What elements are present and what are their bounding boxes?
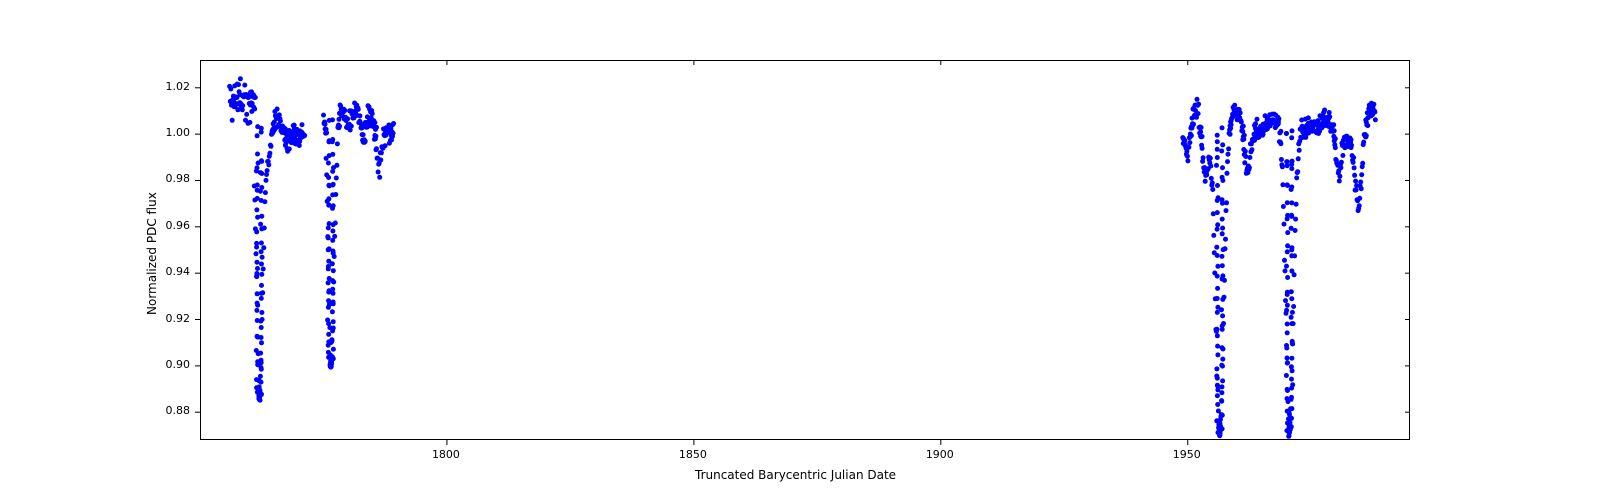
- x-tick-label: 1850: [679, 448, 707, 461]
- plot-svg: [0, 0, 1600, 500]
- y-tick-label: 0.94: [166, 265, 191, 278]
- x-tick-label: 1900: [926, 448, 954, 461]
- y-tick-label: 1.02: [166, 80, 191, 93]
- y-tick-label: 0.98: [166, 172, 191, 185]
- y-tick-label: 0.90: [166, 358, 191, 371]
- x-axis-label: Truncated Barycentric Julian Date: [695, 468, 896, 482]
- x-tick-label: 1950: [1173, 448, 1201, 461]
- light-curve-figure: Truncated Barycentric Julian Date Normal…: [0, 0, 1600, 500]
- y-tick-label: 1.00: [166, 126, 191, 139]
- y-axis-label: Normalized PDC flux: [145, 192, 159, 315]
- y-tick-label: 0.96: [166, 219, 191, 232]
- y-tick-label: 0.92: [166, 312, 191, 325]
- y-tick-label: 0.88: [166, 404, 191, 417]
- x-tick-label: 1800: [432, 448, 460, 461]
